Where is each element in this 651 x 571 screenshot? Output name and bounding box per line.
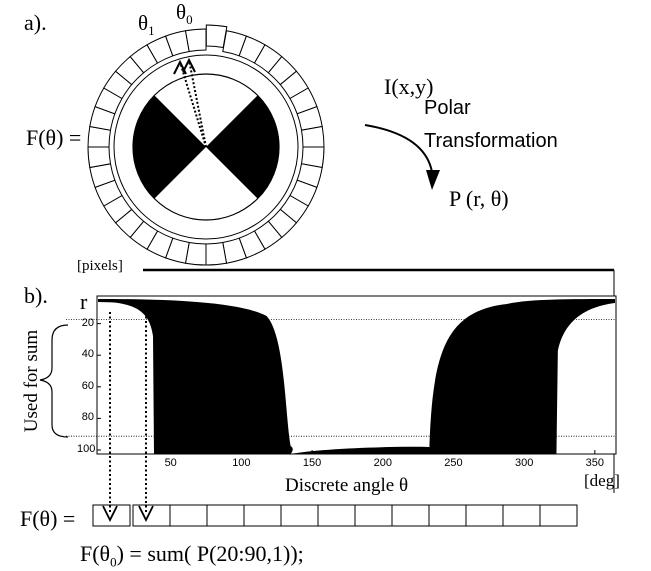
f-theta-cell (391, 504, 430, 527)
f-theta-ring (87, 24, 325, 266)
f-theta-array (92, 504, 578, 527)
image-boundary-circle (113, 54, 299, 240)
ray-theta1 (179, 61, 207, 148)
ring-segment (184, 28, 207, 53)
f-theta-cell (243, 504, 282, 527)
sum-brace (39, 324, 69, 438)
y-tick-label: 60 (81, 379, 94, 392)
theta0-label: θ0 (176, 0, 193, 28)
used-for-sum-label: Used for sum (21, 329, 42, 433)
panel-b-label: b). (24, 283, 48, 308)
f-theta-cell (354, 504, 393, 527)
projection-arrowhead-1 (102, 505, 118, 523)
transform-arrow (364, 124, 433, 173)
r-axis-label: r (80, 289, 88, 314)
panel-a-label: a). (24, 10, 47, 35)
f-theta-cell (428, 504, 467, 527)
x-tick-label: 200 (373, 457, 392, 469)
transform-label-line1: Polar (424, 97, 471, 119)
top-cap (98, 297, 615, 299)
f-theta-cell (169, 504, 208, 527)
y-tick-label: 80 (81, 411, 94, 424)
arrowhead-theta1 (173, 59, 187, 75)
y-tick-label: 100 (77, 443, 96, 455)
deg-unit-label: [deg] (584, 471, 620, 490)
transform-label-line2: Transformation (424, 130, 558, 152)
top-dark-edge (98, 300, 137, 303)
theta1-label: θ1 (138, 11, 155, 39)
bottom-wave (290, 446, 433, 454)
projection-arrowhead-2 (138, 505, 154, 523)
transform-arrowhead (426, 170, 440, 190)
x-tick-label: 300 (514, 457, 534, 469)
y-tick-label: 20 (81, 316, 94, 329)
f-theta-cell (465, 504, 504, 527)
polar-image-plot (66, 295, 617, 455)
x-tick-label: 150 (302, 457, 322, 469)
f-theta-cell (280, 504, 319, 527)
f-theta-array-label: F(θ) = (20, 506, 76, 531)
dark-region-2 (429, 299, 615, 454)
x-tick-label: 100 (232, 457, 251, 469)
ring-segment (300, 125, 325, 148)
f-theta-ring-label: F(θ) = (26, 125, 82, 150)
pattern-quadrant-right (206, 95, 279, 199)
x-axis-label: Discrete angle θ (285, 475, 409, 496)
ring-segment (205, 241, 228, 266)
f-theta-cell (206, 504, 245, 527)
arrowhead-theta0 (182, 57, 196, 73)
y-tick-label: 40 (81, 348, 94, 361)
f-theta-cell (317, 504, 356, 527)
input-image-label: I(x,y) (384, 74, 434, 99)
dark-region-1 (98, 299, 293, 454)
pixels-unit-label: [pixels] (77, 258, 123, 274)
x-tick-label: 250 (444, 457, 463, 469)
output-image-label: P (r, θ) (449, 186, 509, 211)
ray-theta0 (188, 59, 207, 148)
x-tick-label: 350 (585, 457, 605, 469)
sum-formula: F(θ0) = sum( P(20:90,1)); (80, 541, 304, 570)
x-tick-label: 50 (164, 457, 177, 469)
ring-segment (87, 146, 112, 169)
f-theta-cell (539, 504, 578, 527)
f-theta-cell (502, 504, 541, 527)
pattern-quadrant-left (133, 95, 206, 199)
